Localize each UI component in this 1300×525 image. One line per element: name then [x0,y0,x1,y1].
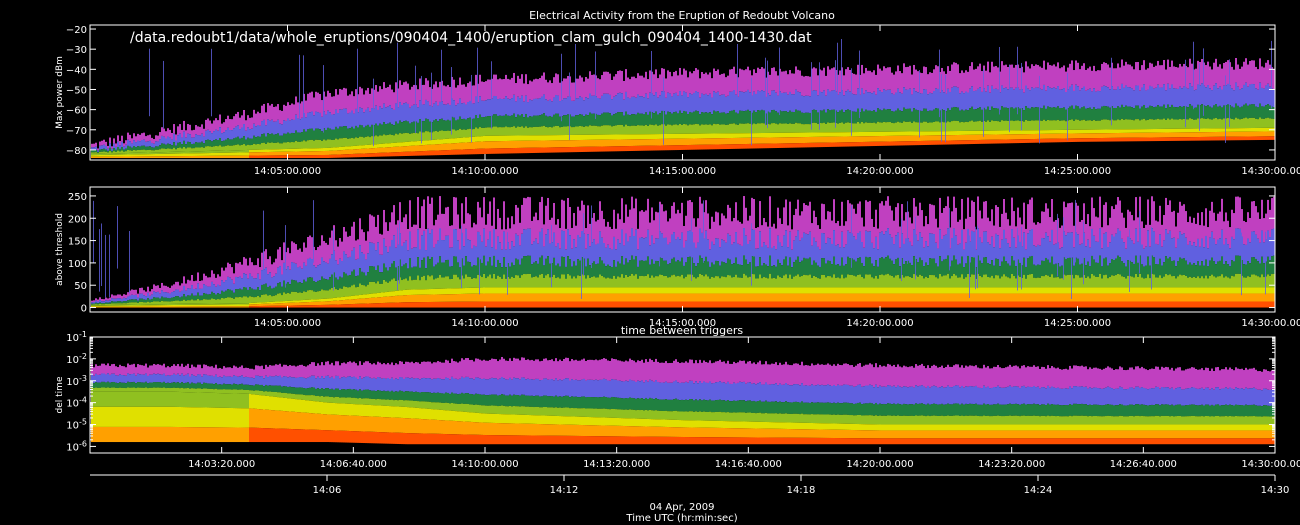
bottom-axis-tick-label: 14:30 [1261,485,1290,496]
panel-2-y-tick-label: 0 [81,304,87,315]
panel-2-x-tick-label: 14:15:00.000 [649,318,716,329]
panel-3-y-tick-label: 10-3 [66,374,87,388]
panel-1-y-tick-label: −50 [66,85,87,96]
panel-2-x-tick-label: 14:05:00.000 [254,318,321,329]
panel-1-density [91,38,1275,158]
panel-3-x-tick-label: 14:13:20.000 [583,459,650,470]
bottom-x-axis-label: Time UTC (hr:min:sec) [625,513,737,524]
panel-3-x-tick-label: 14:20:00.000 [846,459,913,470]
panel-3-x-tick-label: 14:06:40.000 [320,459,387,470]
panel-2-y-tick-label: 100 [68,259,87,270]
panel-2-x-tick-label: 14:30:00.000 [1241,318,1300,329]
bottom-axis-tick-label: 14:12 [550,485,579,496]
bottom-axis-tick-label: 14:06 [313,485,342,496]
panel-1-y-tick-label: −70 [66,126,87,137]
panel-3: 10-1 10-2 10-3 10-4 10-5 10-6 del time 14:03:20… [55,330,1300,470]
panel-3-y-tick-label: 10-5 [66,418,87,432]
panel-3-x-tick-label: 14:23:20.000 [978,459,1045,470]
panel-1-x-tick-label: 14:30:00.000 [1241,166,1300,177]
panel-2-x-tick-label: 14:10:00.000 [451,318,518,329]
panel-2-y-tick-label: 50 [74,281,87,292]
panel-1-y-tick-label: −80 [66,146,87,157]
panel-3-frame [89,336,1276,454]
bottom-axis-tick-label: 14:18 [787,485,816,496]
panel-1-x-tick-label: 14:25:00.000 [1044,166,1111,177]
panel-1-y-tick-label: −30 [66,45,87,56]
panel-1-x-tick-label: 14:05:00.000 [254,166,321,177]
panel-1-y-label: Max power dBm [55,56,65,129]
panel-1-y-tick-label: −60 [66,106,87,117]
panel-3-x-tick-label: 14:30:00.000 [1241,459,1300,470]
panel-1-x-tick-label: 14:20:00.000 [846,166,913,177]
panel-3-y-tick-label: 10-4 [66,396,87,410]
panel-3-y-tick-label: 10-6 [66,439,87,453]
date-label: 04 Apr, 2009 [649,502,714,513]
panel-2-y-label: above threshold [55,213,65,286]
panel-3-y-tick-label: 10-1 [66,330,87,344]
panel-3-x-tick-label: 14:16:40.000 [715,459,782,470]
panel-3-x-tick-label: 14:03:20.000 [188,459,255,470]
bottom-time-axis: 14:06 14:12 14:18 14:24 14:30 [90,474,1290,496]
panel-1: −20 −30 −40 −50 −60 −70 −80 Max power dBm 14:05:… [55,24,1300,177]
panel-2-y-tick-label: 150 [68,237,87,248]
panel-3-y-label: del time [55,376,65,413]
panel-2-density [91,196,1275,308]
panel-3-title: time between triggers [621,324,744,337]
panel-1-y-tick-label: −40 [66,65,87,76]
panel-2-y-tick-label: 200 [68,214,87,225]
figure-title: Electrical Activity from the Eruption of… [529,9,835,22]
panel-1-x-tick-label: 14:10:00.000 [451,166,518,177]
panel-3-y-tick-label: 10-2 [66,352,87,366]
panel-2-y-tick-label: 250 [68,192,87,203]
panel-2-x-tick-label: 14:25:00.000 [1044,318,1111,329]
panel-2-x-tick-label: 14:20:00.000 [846,318,913,329]
panel-1-x-tick-label: 14:15:00.000 [649,166,716,177]
panel-3-x-tick-label: 14:10:00.000 [451,459,518,470]
panel-3-density [91,356,1275,445]
bottom-axis-tick-label: 14:24 [1024,485,1053,496]
panel-1-y-tick-label: −20 [66,25,87,36]
file-path-label: /data.redoubt1/data/whole_eruptions/0904… [130,30,812,46]
panel-3-x-tick-label: 14:26:40.000 [1110,459,1177,470]
